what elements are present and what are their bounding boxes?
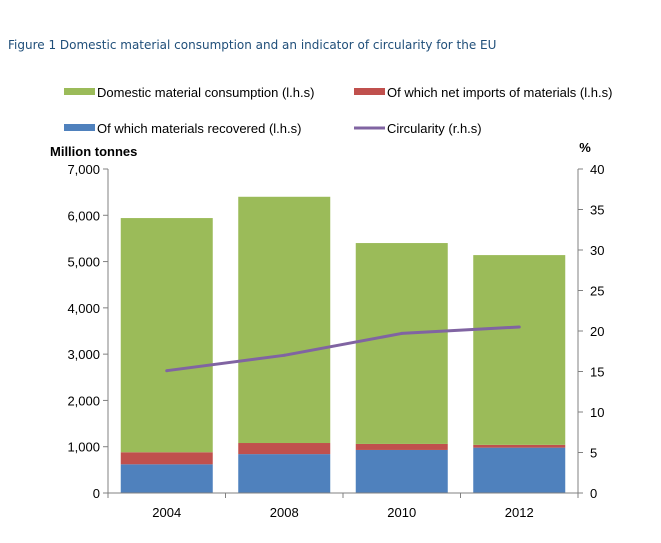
left-tick-label-7: 7,000 [67,162,100,177]
circularity-line [165,325,521,373]
x-tick-label-2010: 2010 [387,505,416,520]
bars [120,196,566,493]
bar-2-2004 [120,218,213,453]
right-tick-label-4: 20 [590,324,604,339]
right-axis-title: % [579,140,591,155]
left-tick-label-0: 0 [93,486,100,501]
circularity-point-2004 [165,369,169,373]
legend-swatch-0 [64,88,95,95]
bar-0-2010 [355,449,448,493]
circularity-point-2008 [282,353,286,357]
left-tick-label-2: 2,000 [67,393,100,408]
legend-label-2: Of which materials recovered (l.h.s) [97,121,301,136]
bar-1-2010 [355,443,448,450]
right-tick-label-2: 10 [590,405,604,420]
legend-swatch-1 [354,88,385,95]
legend-label-0: Domestic material consumption (l.h.s) [97,85,314,100]
bar-1-2008 [238,443,331,455]
bar-2-2010 [355,243,448,444]
right-tick-label-3: 15 [590,365,604,380]
right-tick-label-6: 30 [590,243,604,258]
bar-0-2012 [473,447,566,493]
left-tick-label-4: 4,000 [67,301,100,316]
bar-1-2012 [473,444,566,448]
bar-2-2008 [238,196,331,444]
left-tick-label-5: 5,000 [67,255,100,270]
bar-0-2004 [120,464,213,493]
right-tick-label-8: 40 [590,162,604,177]
bar-0-2008 [238,454,331,493]
circularity-point-2010 [400,331,404,335]
left-tick-label-3: 3,000 [67,347,100,362]
left-axis-title: Million tonnes [50,144,137,159]
figure-title: Figure 1 Domestic material consumption a… [8,38,497,52]
bar-2-2012 [473,255,566,445]
right-tick-label-0: 0 [590,486,597,501]
x-tick-label-2012: 2012 [505,505,534,520]
legend: Domestic material consumption (l.h.s) Of … [64,85,612,136]
circularity-point-2012 [517,325,521,329]
x-tick-label-2004: 2004 [152,505,181,520]
legend-swatch-2 [64,124,95,131]
axes: 0 1,000 2,000 3,000 4,000 5,000 6,000 7,000 0 5 10… [67,162,604,520]
left-tick-label-6: 6,000 [67,208,100,223]
bar-1-2004 [120,452,213,465]
x-tick-label-2008: 2008 [270,505,299,520]
right-tick-label-1: 5 [590,446,597,461]
legend-label-3: Circularity (r.h.s) [387,121,482,136]
left-tick-label-1: 1,000 [67,440,100,455]
circularity-series-line [166,325,520,373]
right-tick-label-7: 35 [590,203,604,218]
legend-label-1: Of which net imports of materials (l.h.s… [387,85,612,100]
right-tick-label-5: 25 [590,284,604,299]
